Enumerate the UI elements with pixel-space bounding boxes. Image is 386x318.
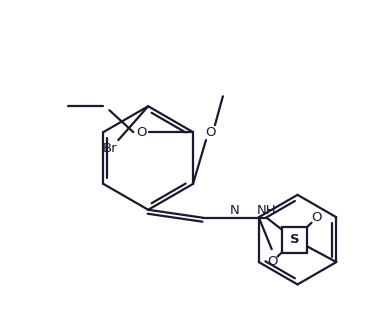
Text: NH: NH bbox=[257, 204, 276, 217]
Text: N: N bbox=[230, 204, 240, 217]
Text: O: O bbox=[267, 255, 278, 268]
Text: O: O bbox=[311, 211, 322, 224]
Text: O: O bbox=[136, 126, 147, 139]
Text: Br: Br bbox=[103, 142, 118, 155]
Bar bbox=[282, 227, 308, 252]
Text: O: O bbox=[206, 126, 216, 139]
Text: S: S bbox=[290, 233, 300, 246]
